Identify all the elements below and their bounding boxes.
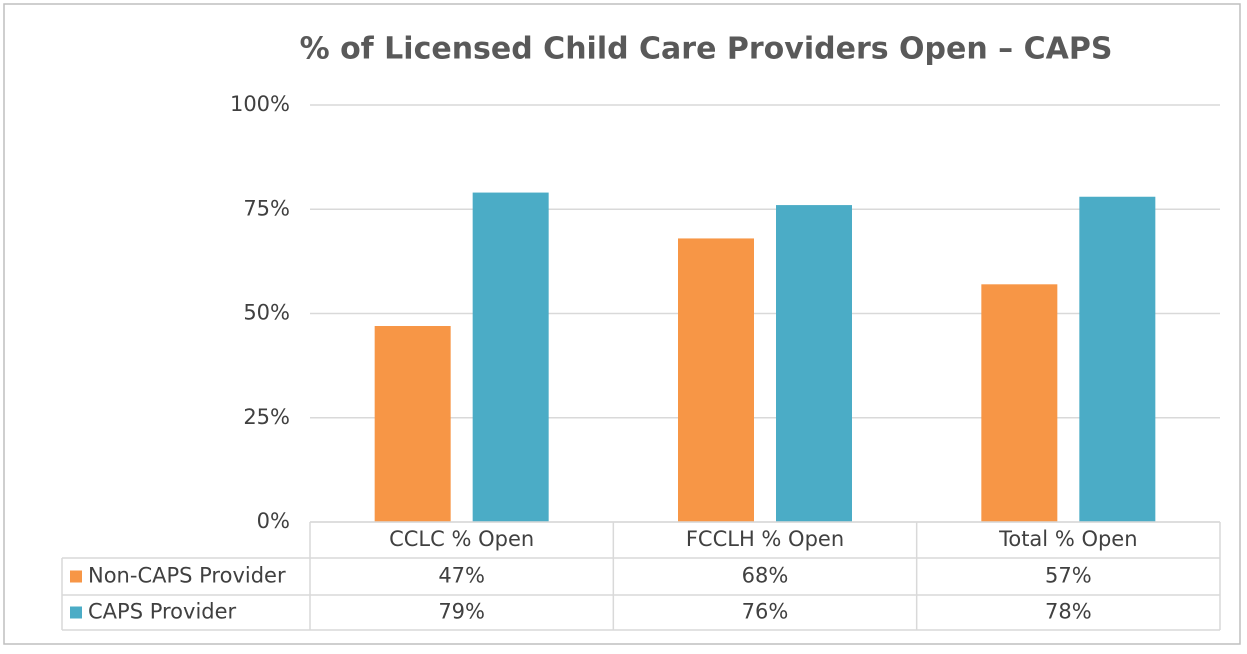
legend-label: Non-CAPS Provider [88, 564, 286, 588]
chart-title: % of Licensed Child Care Providers Open … [300, 32, 1113, 67]
bar [776, 205, 852, 522]
bar [1079, 196, 1156, 523]
table-value: 47% [438, 564, 485, 588]
x-tick-label: CCLC % Open [389, 527, 534, 551]
x-tick-label: FCCLH % Open [686, 527, 844, 551]
table-value: 78% [1045, 600, 1092, 624]
table-value: 68% [742, 564, 789, 588]
legend-key [70, 570, 82, 583]
table-value: 57% [1045, 564, 1092, 588]
y-tick-label: 0% [257, 509, 290, 533]
bar [981, 284, 1058, 522]
table-value: 76% [742, 600, 789, 624]
bar [472, 192, 549, 522]
y-tick-label: 75% [243, 196, 290, 220]
y-tick-label: 100% [230, 92, 290, 116]
bar [374, 326, 451, 522]
y-tick-label: 25% [243, 405, 290, 429]
y-tick-label: 50% [243, 301, 290, 325]
table-value: 79% [438, 600, 485, 624]
bar [678, 238, 754, 522]
legend-key [70, 606, 82, 619]
legend-label: CAPS Provider [88, 600, 237, 624]
x-tick-label: Total % Open [998, 527, 1137, 551]
